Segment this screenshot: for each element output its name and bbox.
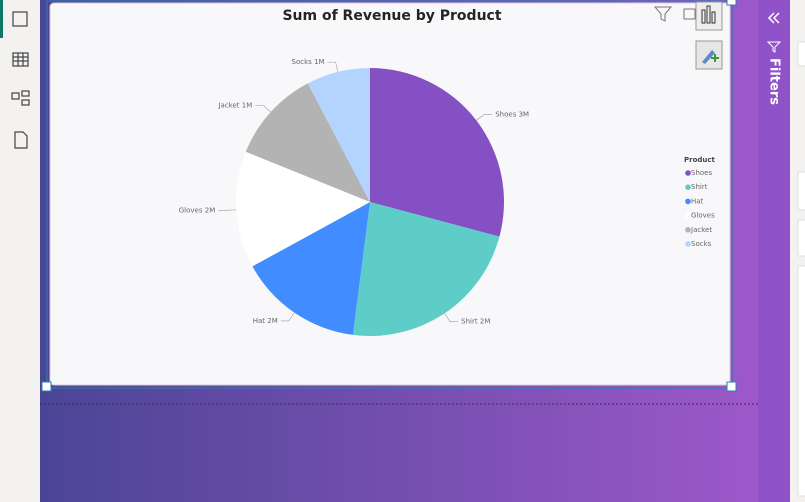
category-name: Hat: [253, 317, 266, 325]
expand-icon[interactable]: [767, 12, 780, 24]
category-name: Shoes: [495, 110, 516, 118]
nav-icons: [11, 11, 30, 149]
legend-entry: Hat: [691, 197, 704, 205]
value-label: 3M: [519, 110, 530, 118]
data-label: Shoes 3M: [495, 110, 529, 118]
leader-line: [280, 312, 295, 322]
value-label: 2M: [267, 317, 278, 325]
category-name: Socks: [292, 58, 313, 66]
leader-line: [218, 209, 237, 211]
pie-slice: [252, 202, 370, 335]
value-label: 1M: [242, 101, 253, 109]
focus-icon[interactable]: [683, 8, 696, 20]
pie-slice: [307, 68, 370, 202]
legend: Product Shoes Shirt Hat Gloves Jacket Socks: [684, 156, 716, 248]
data-label: Hat 2M: [253, 317, 278, 325]
leader-line: [444, 313, 459, 322]
visual-selection: [46, 0, 733, 389]
value-label: 1M: [314, 58, 325, 66]
right-pane-cards: [797, 41, 805, 497]
legend-swatch: [685, 212, 691, 219]
leader-line: [327, 61, 339, 72]
legend-swatch: [685, 241, 691, 247]
report-icon[interactable]: [12, 11, 28, 27]
data-label: Socks 1M: [292, 58, 325, 66]
pie-slice: [236, 151, 370, 267]
filters-pane-collapsed[interactable]: [758, 0, 790, 502]
nav-active: [0, 0, 3, 38]
category-name: Shirt: [461, 318, 478, 326]
legend-title: Product: [684, 156, 716, 164]
model-icon[interactable]: [11, 92, 20, 100]
handle[interactable]: [726, 0, 737, 6]
value-label: 2M: [480, 318, 491, 326]
pie-slice: [245, 83, 370, 202]
resize-handles: [41, 0, 737, 392]
data-label: Jacket 1M: [217, 101, 252, 109]
legend-entry: Shirt: [691, 183, 708, 191]
filters-icon: [766, 41, 782, 53]
legend-entry: Shoes: [691, 169, 712, 177]
category-name: Gloves: [179, 206, 203, 214]
handle[interactable]: [726, 381, 737, 392]
pie-slice: [352, 202, 500, 336]
value-label: 2M: [205, 206, 216, 214]
legend-swatch: [685, 184, 691, 190]
data-label: Shirt 2M: [461, 318, 490, 326]
legend-swatch: [685, 170, 691, 176]
legend-swatch: [685, 227, 691, 233]
handle[interactable]: [41, 381, 52, 392]
leader-line: [476, 113, 493, 121]
table-icon[interactable]: [12, 52, 29, 67]
legend-entry: Gloves: [691, 212, 715, 220]
dax-icon[interactable]: [14, 131, 28, 149]
leader-line: [255, 104, 271, 113]
legend-entry: Jacket: [690, 226, 712, 234]
data-label: Gloves 2M: [179, 206, 215, 214]
legend-swatch: [685, 198, 691, 205]
category-name: Jacket: [217, 101, 239, 109]
left-nav: [0, 0, 40, 502]
filters-pane-title: Filters: [767, 58, 782, 105]
chart-title: Sum of Revenue by Product: [282, 8, 501, 24]
legend-entry: Socks: [691, 240, 712, 248]
format-button[interactable]: [695, 1, 723, 31]
pie-slice: [370, 68, 504, 237]
filter-icon[interactable]: [653, 6, 673, 22]
